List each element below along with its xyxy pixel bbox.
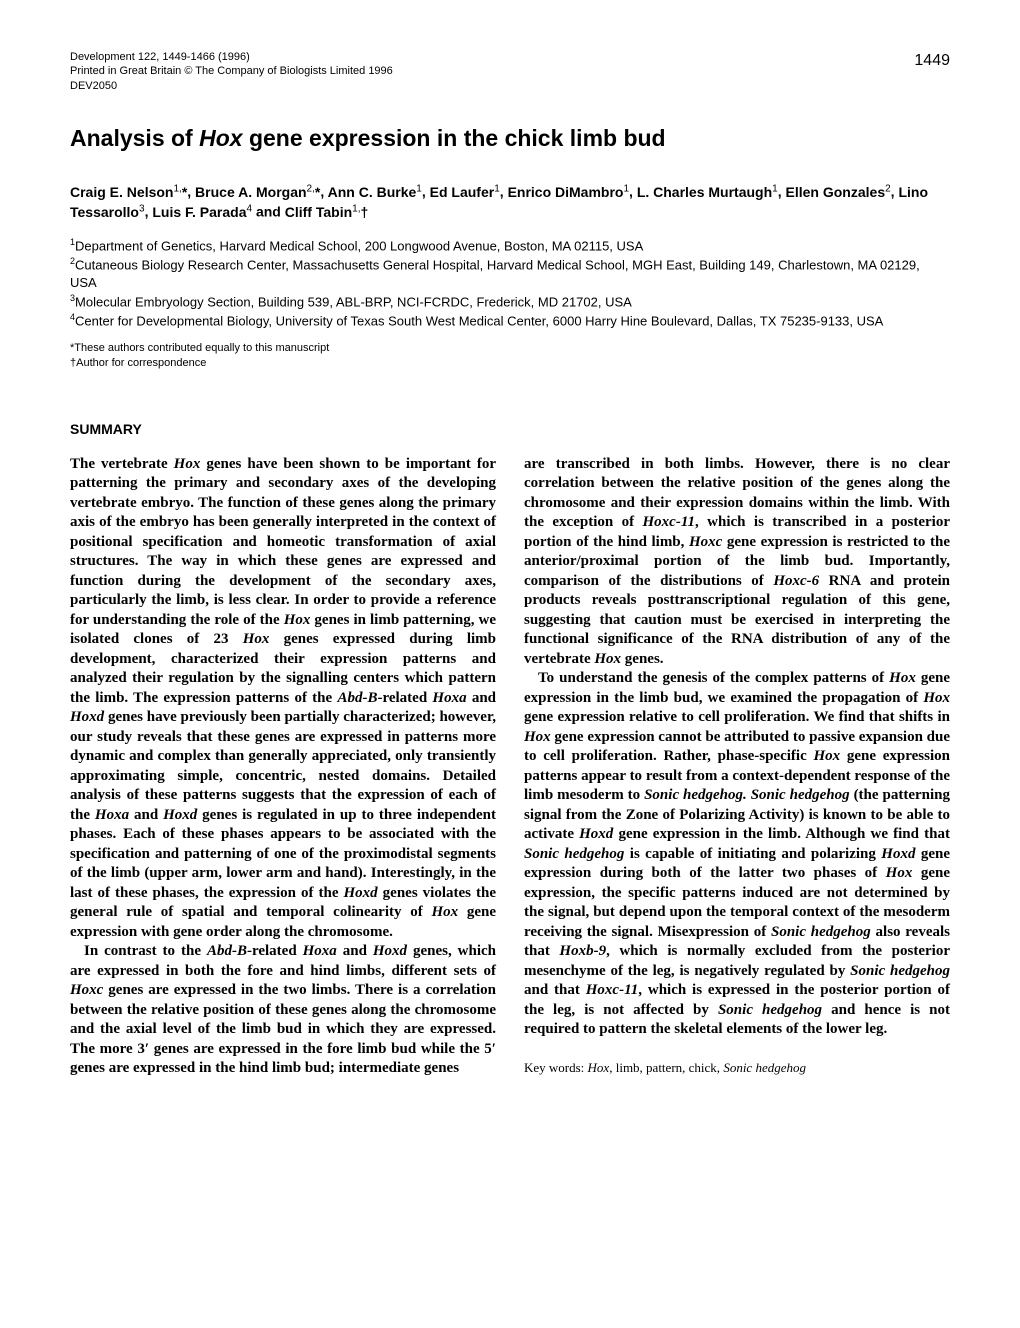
- affiliation: 4Center for Developmental Biology, Unive…: [70, 311, 950, 330]
- page-number: 1449: [914, 50, 950, 72]
- author: Ellen Gonzales2: [786, 184, 891, 200]
- page-header: Development 122, 1449-1466 (1996) Printe…: [70, 50, 950, 93]
- author: Ann C. Burke1: [328, 184, 422, 200]
- article-title: Analysis of Hox gene expression in the c…: [70, 123, 950, 154]
- author: L. Charles Murtaugh1: [637, 184, 778, 200]
- summary-left-column: The vertebrate Hox genes have been shown…: [70, 455, 496, 1079]
- printed-line: Printed in Great Britain © The Company o…: [70, 64, 393, 78]
- keywords: Key words: Hox, limb, pattern, chick, So…: [524, 1060, 950, 1077]
- summary-right-column: are transcribed in both limbs. However, …: [524, 455, 950, 1079]
- summary-body: The vertebrate Hox genes have been shown…: [70, 455, 950, 1079]
- footnote: †Author for correspondence: [70, 356, 950, 370]
- author: Ed Laufer1: [430, 184, 500, 200]
- author: Luis F. Parada4: [152, 204, 252, 220]
- author-list: Craig E. Nelson1,*, Bruce A. Morgan2,*, …: [70, 182, 950, 223]
- affiliation: 1Department of Genetics, Harvard Medical…: [70, 236, 950, 255]
- summary-paragraph: are transcribed in both limbs. However, …: [524, 455, 950, 670]
- author: Cliff Tabin1,†: [285, 204, 369, 220]
- affiliation: 3Molecular Embryology Section, Building …: [70, 292, 950, 311]
- summary-paragraph: In contrast to the Abd-B-related Hoxa an…: [70, 942, 496, 1079]
- summary-paragraph: To understand the genesis of the complex…: [524, 669, 950, 1040]
- summary-heading: SUMMARY: [70, 420, 950, 439]
- dev-id: DEV2050: [70, 79, 393, 93]
- journal-line: Development 122, 1449-1466 (1996): [70, 50, 393, 64]
- affiliations: 1Department of Genetics, Harvard Medical…: [70, 236, 950, 329]
- author-footnotes: *These authors contributed equally to th…: [70, 341, 950, 370]
- affiliation: 2Cutaneous Biology Research Center, Mass…: [70, 255, 950, 291]
- author: Bruce A. Morgan2,*: [195, 184, 320, 200]
- footnote: *These authors contributed equally to th…: [70, 341, 950, 355]
- author: Craig E. Nelson1,*: [70, 184, 187, 200]
- author: Enrico DiMambro1: [508, 184, 629, 200]
- publication-info: Development 122, 1449-1466 (1996) Printe…: [70, 50, 393, 93]
- summary-paragraph: The vertebrate Hox genes have been shown…: [70, 455, 496, 943]
